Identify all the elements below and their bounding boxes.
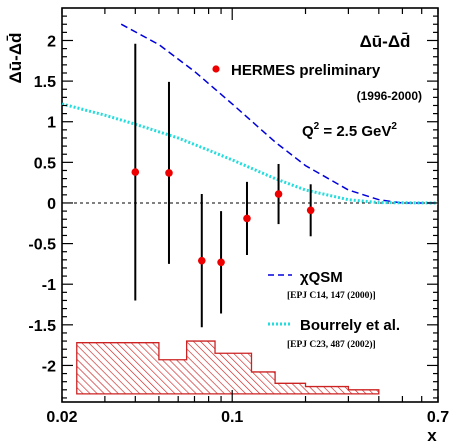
data-point [217, 258, 225, 267]
legend-chiqsm-ref: [EPJ C14, 147 (2000)] [287, 290, 376, 301]
y-tick-label: 1.5 [34, 74, 56, 91]
q2-mid: = 2.5 GeV [319, 123, 391, 140]
data-point [243, 214, 251, 223]
q2-annotation: Q2 = 2.5 GeV2 [302, 121, 397, 140]
chiqsm-curve [120, 23, 438, 204]
band-bin [158, 359, 187, 394]
y-axis-title: Δū-Δd̄ [6, 33, 25, 84]
model-curves [61, 23, 439, 205]
plot-area [61, 7, 439, 403]
q2-sup2: 2 [391, 121, 397, 132]
band-bin [305, 386, 349, 394]
legend-bourrely-label: Bourrely et al. [300, 317, 400, 334]
legend-bourrely-ref: [EPJ C23, 487 (2002)] [287, 339, 376, 350]
y-tick-label: 0.5 [34, 155, 56, 172]
band-bin [215, 353, 252, 394]
y-tick-label: 0 [47, 196, 56, 213]
q2-base: Q [302, 123, 314, 140]
y-tick-label: -0.5 [28, 237, 56, 254]
y-tick-labels: 2 1.5 1 0.5 0 -0.5 -1 -1.5 -2 [28, 33, 56, 375]
data-point [165, 169, 173, 177]
band-bin [348, 389, 379, 394]
data-points [131, 43, 315, 328]
axis-ticks [61, 8, 439, 402]
bourrely-curve [61, 102, 439, 205]
x-tick-label: 0.1 [221, 409, 243, 426]
systematic-band [76, 340, 380, 395]
data-point [274, 190, 283, 198]
y-tick-label: -2 [42, 358, 56, 375]
data-point [306, 206, 315, 215]
x-tick-label: 0.7 [427, 409, 449, 426]
legend-hermes-years: (1996-2000) [357, 89, 422, 103]
legend-hermes-marker [212, 65, 220, 73]
x-axis-title: x [427, 426, 437, 444]
band-bin [186, 341, 216, 394]
legend-chiqsm: χQSM [EPJ C14, 147 (2000)] [268, 269, 376, 301]
band-outline [76, 340, 380, 395]
x-tick-label: 0.02 [46, 409, 77, 426]
y-tick-label: -1 [42, 277, 56, 294]
band-bin [76, 342, 159, 394]
legend-bourrely: Bourrely et al. [EPJ C23, 487 (2002)] [268, 317, 400, 350]
data-point [131, 168, 140, 176]
legend-hermes-label: HERMES preliminary [231, 62, 381, 79]
legend-chiqsm-label: χQSM [300, 269, 343, 286]
q2-sup: 2 [314, 121, 320, 132]
plot-frame [61, 7, 439, 403]
data-point [197, 256, 206, 265]
chart-title: Δū-Δd̄ [360, 32, 411, 51]
y-tick-label: 2 [47, 33, 56, 50]
legend-hermes: HERMES preliminary (1996-2000) [212, 62, 422, 103]
band-bin [275, 383, 306, 394]
x-tick-labels: 0.02 0.1 0.7 [46, 409, 449, 426]
y-tick-label: 1 [47, 115, 56, 132]
band-bin [251, 371, 276, 394]
q2-text: Q2 = 2.5 GeV2 [302, 121, 397, 140]
y-tick-label: -1.5 [28, 318, 56, 335]
